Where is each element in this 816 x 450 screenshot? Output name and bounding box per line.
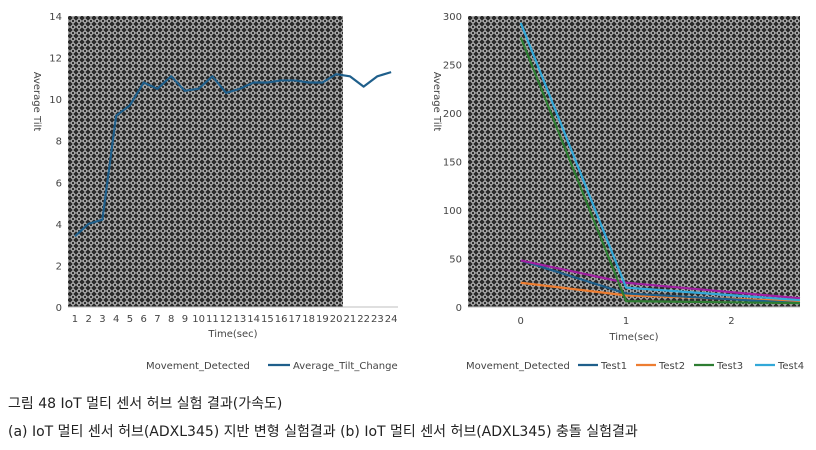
y-tick-label: 100 [443,206,462,217]
figure-caption-title: 그림 48 IoT 멀티 센서 허브 실험 결과(가속도) [8,396,283,412]
y-tick-label: 10 [49,95,62,106]
y-axis-title: Average Tilt [431,72,442,132]
legend-label-movement-detected: Movement_Detected [466,361,570,372]
x-tick-label: 0 [518,316,524,327]
y-tick-label: 250 [443,61,462,72]
y-tick-label: 300 [443,12,462,23]
y-tick-label: 0 [56,303,62,314]
chart-b-svg: 0 50 100 150 200 250 300 0 1 2 Time(sec) Average Ti… [431,12,804,372]
series-line-test1 [520,259,801,305]
y-tick-label: 4 [56,220,62,231]
x-tick-label: 6 [140,314,146,325]
x-tick-label: 24 [385,314,398,325]
legend-label-test1: Test1 [600,361,627,372]
y-tick-label: 200 [443,109,462,120]
x-tick-label: 13 [234,314,247,325]
x-tick-label: 3 [99,314,105,325]
legend-label-test2: Test2 [658,361,685,372]
x-tick-label: 8 [168,314,174,325]
x-tick-label: 10 [192,314,205,325]
x-tick-label: 14 [247,314,260,325]
x-tick-label: 16 [275,314,288,325]
x-tick-label: 2 [85,314,91,325]
y-tick-label: 0 [456,303,462,314]
movement-detected-area [68,16,343,307]
x-tick-label: 22 [357,314,370,325]
legend-label-test4: Test4 [777,361,804,372]
series-line-extra [520,259,801,300]
chart-b-panel: 0 50 100 150 200 250 300 0 1 2 Time(sec) Average Ti… [410,0,806,380]
chart-a-panel: 0 2 4 6 8 10 12 14 1 2 3 4 5 6 7 8 9 10 11 12 13 14 15 16 17 18 19… [10,0,402,380]
x-tick-label: 1 [623,316,629,327]
x-tick-label: 20 [330,314,343,325]
legend-label-average-tilt-change: Average_Tilt_Change [293,361,398,372]
x-tick-label: 12 [220,314,233,325]
x-tick-label: 4 [113,314,119,325]
x-axis-title: Time(sec) [608,332,658,343]
x-tick-label: 9 [182,314,188,325]
x-tick-label: 15 [261,314,274,325]
x-tick-label: 2 [728,316,734,327]
x-tick-label: 11 [206,314,219,325]
x-tick-label: 7 [154,314,160,325]
y-tick-label: 12 [49,54,62,65]
y-axis-title: Average Tilt [31,72,42,132]
x-tick-label: 21 [344,314,357,325]
legend-label-test3: Test3 [716,361,743,372]
y-tick-label: 14 [49,12,62,23]
y-tick-label: 6 [56,178,62,189]
x-tick-label: 1 [72,314,78,325]
movement-detected-area [468,16,800,307]
series-line-test4 [519,22,801,302]
x-axis-title: Time(sec) [207,329,257,340]
series-line-average-tilt-change [74,71,392,238]
x-tick-label: 5 [127,314,133,325]
x-tick-label: 18 [302,314,315,325]
legend-label-movement-detected: Movement_Detected [146,361,250,372]
y-tick-label: 2 [56,261,62,272]
x-tick-label: 17 [289,314,302,325]
y-tick-label: 8 [56,137,62,148]
x-tick-label: 19 [316,314,329,325]
y-tick-label: 150 [443,158,462,169]
y-tick-label: 50 [449,255,462,266]
x-tick-label: 23 [371,314,384,325]
figure-caption-subtitle: (a) IoT 멀티 센서 허브(ADXL345) 지반 변형 실험결과 (b)… [8,424,638,440]
series-line-test3 [519,36,801,305]
